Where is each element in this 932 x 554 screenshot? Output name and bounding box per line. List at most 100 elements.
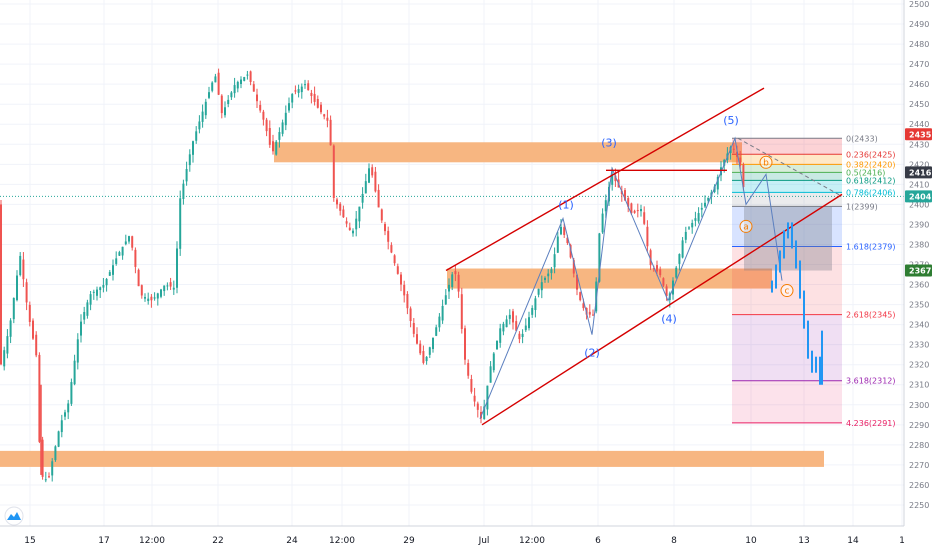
candle-body [454, 271, 457, 275]
candle-body [428, 347, 431, 355]
candle-body [3, 350, 6, 367]
time-tick-label: 22 [212, 536, 223, 546]
zone-rect [447, 268, 772, 289]
wave-labels: (1) (2) (3) (4) (5) a b c [558, 114, 794, 360]
fib-level-label: 4.236(2291) [846, 419, 896, 428]
fib-level-label: 2.618(2345) [846, 311, 896, 320]
candle-body [156, 293, 159, 299]
elliott-wave-lines [479, 136, 783, 420]
price-tick-label: 2500 [909, 0, 929, 9]
supply-demand-zones [0, 142, 824, 467]
wave-path [479, 136, 783, 420]
candle-body [432, 337, 434, 350]
time-tick-label: 14 [847, 536, 859, 546]
candle-body [691, 222, 694, 228]
candle-body [531, 307, 534, 315]
candle-body [496, 340, 498, 350]
price-tick-label: 2450 [909, 100, 929, 109]
candle-body [236, 81, 239, 89]
candle-body [262, 111, 265, 120]
candle-body [739, 157, 742, 166]
candle-body [320, 104, 322, 113]
candle-body [329, 119, 332, 146]
candle-body [233, 85, 236, 94]
candle-body [579, 292, 582, 301]
candle-body [185, 169, 188, 182]
logo-badge [4, 506, 24, 526]
candle-body [291, 94, 294, 103]
candle-body [252, 84, 255, 92]
candle-body [323, 114, 326, 117]
candle-body [19, 255, 22, 276]
time-axis[interactable]: 15 17 12:00 22 24 12:00 29 Jul 12:00 6 8 10 13 14 1 [0, 525, 932, 550]
time-tick-label: 10 [745, 536, 757, 546]
candle-body [675, 267, 678, 278]
candle-body [108, 272, 111, 276]
candle-body [476, 403, 479, 410]
candle-body [393, 255, 396, 264]
candle-body [716, 176, 719, 190]
candle-body [38, 354, 41, 442]
time-tick-label: 12:00 [519, 536, 545, 546]
candle-body [304, 84, 306, 86]
candle-body [444, 295, 447, 305]
candle-body [131, 236, 134, 248]
fib-band [732, 314, 842, 381]
fib-level-label: 0.618(2412) [846, 176, 896, 185]
candle-body [403, 284, 406, 296]
price-tick-label: 2300 [909, 401, 929, 410]
candle-body [489, 366, 492, 383]
candle-body [195, 131, 198, 141]
candle-body [483, 406, 486, 420]
candle-body [707, 197, 710, 201]
candle-body [268, 128, 271, 145]
time-tick-label: 15 [24, 536, 35, 546]
price-tick-label: 2360 [909, 281, 929, 290]
fib-level-label: 3.618(2312) [846, 377, 896, 386]
candle-body [576, 274, 578, 290]
projection-bars [771, 222, 823, 385]
price-tick-label: 2280 [909, 441, 929, 450]
candle-body [435, 327, 438, 336]
candle-body [48, 476, 50, 478]
candle-body [364, 181, 367, 194]
candle-body [217, 72, 220, 95]
fib-band [732, 164, 842, 173]
candle-body [550, 269, 553, 274]
candle-body [265, 119, 268, 132]
candle-body [316, 98, 319, 108]
candle-body [166, 285, 169, 287]
candle-body [310, 92, 313, 96]
candle-body [307, 83, 310, 91]
candle-body [240, 79, 242, 84]
candle-body [332, 145, 335, 198]
time-tick-label: 12:00 [329, 536, 355, 546]
price-axis[interactable]: 2250 2260 2270 2280 2290 2300 2310 2320 2330 2340… [903, 0, 932, 550]
candle-body [220, 95, 223, 114]
wave-label: (3) [601, 136, 617, 149]
fib-level-label: 0.382(2420) [846, 160, 896, 169]
candle-body [665, 286, 668, 297]
candle-body [512, 311, 514, 323]
candle-body [140, 285, 143, 296]
candle-body [32, 320, 34, 339]
candle-body [480, 411, 482, 419]
candle-body [460, 294, 463, 329]
candle-body [569, 245, 572, 258]
price-tick-label: 2340 [909, 321, 929, 330]
candle-body [649, 250, 652, 266]
wave-label: (5) [723, 114, 739, 127]
fib-level-label: 0.236(2425) [846, 150, 896, 159]
candle-body [115, 258, 118, 264]
candle-body [230, 92, 233, 98]
tradingview-logo [4, 506, 24, 526]
candle-body [172, 287, 175, 290]
candle-body [723, 159, 726, 166]
candle-body [150, 296, 153, 301]
candle-body [473, 395, 476, 402]
price-tick-label: 2480 [909, 40, 929, 49]
candle-body [326, 117, 329, 121]
candle-body [64, 412, 66, 417]
